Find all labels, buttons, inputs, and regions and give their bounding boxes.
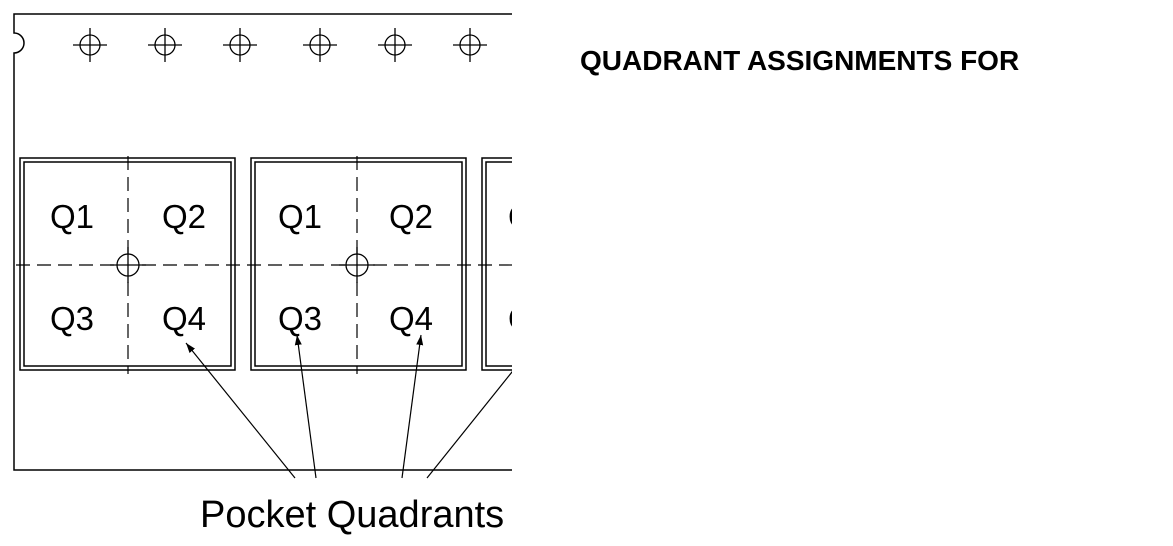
arrow-pocket-2-q3 — [294, 334, 317, 479]
sprocket-hole-icon — [377, 27, 413, 63]
sprocket-hole-icon — [452, 27, 488, 63]
pocket-3: Q1 Q3 — [481, 157, 552, 371]
pocket-1-q1-label: Q1 — [50, 198, 94, 235]
sprocket-holes — [72, 27, 488, 63]
pocket-2-q4-label: Q4 — [389, 300, 433, 337]
pocket-1-q3-label: Q3 — [50, 300, 94, 337]
sprocket-hole-icon — [72, 27, 108, 63]
pocket-2-q2-label: Q2 — [389, 198, 433, 235]
pocket-1: Q1 Q2 Q3 Q4 — [19, 156, 236, 374]
sprocket-hole-icon — [302, 27, 338, 63]
tape-outline — [13, 13, 512, 471]
pocket-2: Q1 Q2 Q3 Q4 — [250, 156, 467, 374]
sprocket-hole-icon — [147, 27, 183, 63]
arrow-pocket-2-q4 — [401, 334, 424, 479]
pocket-1-q2-label: Q2 — [162, 198, 206, 235]
sprocket-hole-icon — [222, 27, 258, 63]
arrow-pocket-3 — [426, 371, 512, 479]
pocket-3-q3-label: Q3 — [508, 300, 552, 337]
pocket-2-q3-label: Q3 — [278, 300, 322, 337]
pocket-1-q4-label: Q4 — [162, 300, 206, 337]
arrow-pocket-1-q4 — [185, 342, 296, 479]
leader-arrows — [185, 334, 512, 479]
diagram-title: QUADRANT ASSIGNMENTS FOR — [580, 45, 1019, 76]
pocket-quadrants-caption: Pocket Quadrants — [200, 494, 504, 536]
carrier-tape: Q1 Q2 Q3 Q4 Q1 Q2 Q3 Q4 Q1 Q3 — [13, 13, 552, 536]
pocket-2-q1-label: Q1 — [278, 198, 322, 235]
pocket-3-q1-label: Q1 — [508, 198, 552, 235]
